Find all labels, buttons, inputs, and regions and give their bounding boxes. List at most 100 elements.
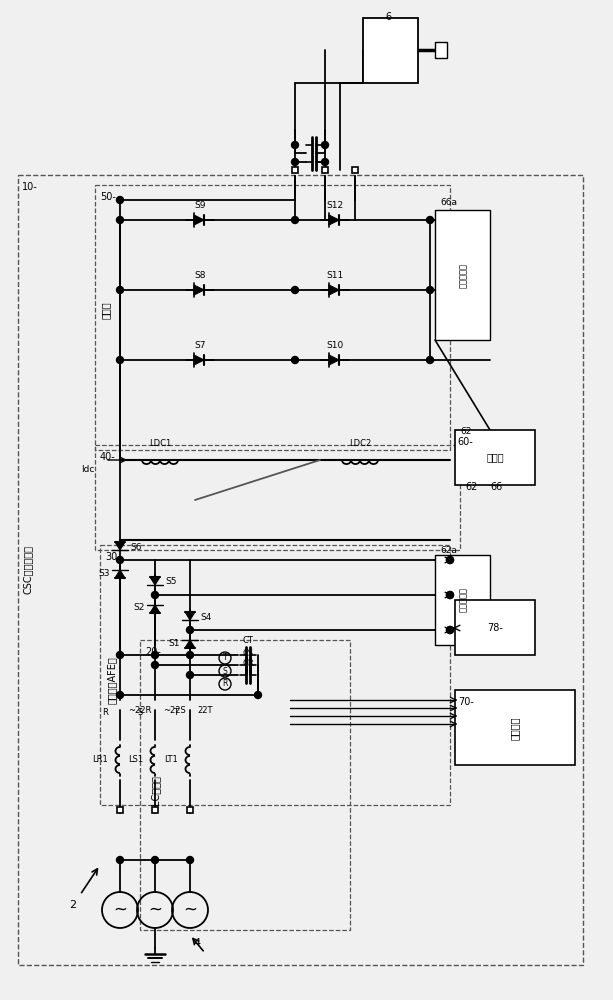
- Text: 78-: 78-: [487, 623, 503, 633]
- Text: 4: 4: [193, 938, 200, 948]
- Text: S12: S12: [327, 201, 343, 210]
- Bar: [455, 690, 575, 765]
- Text: S3: S3: [99, 568, 110, 578]
- Circle shape: [151, 856, 159, 863]
- Text: 66: 66: [490, 482, 502, 492]
- Text: 整流器（AFE）: 整流器（AFE）: [107, 656, 117, 704]
- Circle shape: [186, 672, 194, 678]
- Circle shape: [446, 626, 454, 634]
- Text: 控制器: 控制器: [486, 452, 504, 462]
- Circle shape: [116, 692, 123, 698]
- Text: S7: S7: [194, 341, 206, 350]
- Circle shape: [292, 217, 299, 224]
- Polygon shape: [329, 355, 339, 365]
- Circle shape: [116, 652, 123, 658]
- Text: S10: S10: [326, 341, 344, 350]
- Circle shape: [321, 158, 329, 165]
- Text: CT: CT: [243, 636, 253, 645]
- Text: 逆变器开关: 逆变器开关: [459, 262, 468, 288]
- Polygon shape: [194, 285, 204, 295]
- Bar: [363, 18, 418, 83]
- Text: 62: 62: [465, 482, 478, 492]
- Text: R: R: [102, 708, 108, 717]
- Text: LDC2: LDC2: [349, 439, 371, 448]
- Circle shape: [186, 626, 194, 634]
- Text: ~22S: ~22S: [163, 706, 186, 715]
- Bar: [100, 545, 450, 805]
- Text: 10-: 10-: [22, 182, 38, 192]
- Text: ~22R: ~22R: [128, 706, 151, 715]
- Text: 30-: 30-: [105, 552, 121, 562]
- Text: 22T: 22T: [197, 706, 213, 715]
- Text: 60-: 60-: [457, 437, 473, 447]
- Text: 62a: 62a: [440, 546, 457, 555]
- Text: LT1: LT1: [164, 756, 178, 764]
- Circle shape: [151, 591, 159, 598]
- Circle shape: [446, 556, 454, 564]
- Text: 70-: 70-: [458, 697, 474, 707]
- Text: R: R: [223, 680, 227, 688]
- Bar: [187, 807, 193, 813]
- Bar: [435, 210, 490, 340]
- Text: 50-: 50-: [100, 192, 116, 202]
- Text: S1: S1: [169, 639, 180, 648]
- Text: CSC电机驱动器: CSC电机驱动器: [23, 546, 33, 594]
- Bar: [95, 185, 450, 450]
- Polygon shape: [194, 215, 204, 225]
- Polygon shape: [185, 612, 195, 620]
- Text: Idc: Idc: [82, 466, 95, 475]
- Bar: [455, 430, 535, 485]
- Circle shape: [186, 652, 194, 658]
- Circle shape: [254, 692, 262, 698]
- Polygon shape: [150, 577, 160, 585]
- Text: S: S: [138, 708, 143, 717]
- Circle shape: [116, 217, 123, 224]
- Bar: [18, 175, 583, 965]
- Polygon shape: [194, 355, 204, 365]
- Text: S8: S8: [194, 271, 206, 280]
- Text: 整流器开关: 整流器开关: [459, 587, 468, 612]
- Text: LS1: LS1: [128, 756, 143, 764]
- Circle shape: [321, 141, 329, 148]
- Bar: [117, 807, 123, 813]
- Text: T: T: [223, 654, 227, 662]
- Text: S5: S5: [165, 578, 177, 586]
- Circle shape: [116, 286, 123, 294]
- Circle shape: [151, 662, 159, 668]
- Circle shape: [186, 856, 194, 863]
- Circle shape: [292, 357, 299, 363]
- Polygon shape: [329, 285, 339, 295]
- Circle shape: [292, 141, 299, 148]
- Text: S: S: [223, 666, 227, 676]
- Text: S6: S6: [130, 542, 142, 552]
- Text: LC滤波器: LC滤波器: [150, 775, 160, 805]
- Text: LDC1: LDC1: [149, 439, 171, 448]
- Text: 逆变器: 逆变器: [101, 301, 111, 319]
- Circle shape: [446, 556, 454, 564]
- Bar: [152, 807, 158, 813]
- Circle shape: [427, 286, 433, 294]
- Circle shape: [292, 158, 299, 165]
- Polygon shape: [150, 605, 160, 613]
- Polygon shape: [115, 542, 125, 550]
- Circle shape: [446, 626, 454, 634]
- Circle shape: [151, 652, 159, 658]
- Circle shape: [116, 556, 123, 564]
- Polygon shape: [185, 640, 195, 648]
- Text: 劣化检测: 劣化检测: [510, 716, 520, 740]
- Bar: [322, 167, 328, 173]
- Text: ~: ~: [148, 901, 162, 919]
- Text: S9: S9: [194, 201, 206, 210]
- Circle shape: [446, 591, 454, 598]
- Bar: [95, 445, 460, 550]
- Text: S11: S11: [326, 271, 344, 280]
- Polygon shape: [329, 215, 339, 225]
- Text: ~: ~: [113, 901, 127, 919]
- Bar: [435, 555, 490, 645]
- Circle shape: [116, 856, 123, 863]
- Bar: [292, 167, 298, 173]
- Text: ~: ~: [183, 901, 197, 919]
- Text: CR: CR: [242, 659, 254, 668]
- Bar: [140, 640, 350, 930]
- Text: S4: S4: [200, 612, 211, 621]
